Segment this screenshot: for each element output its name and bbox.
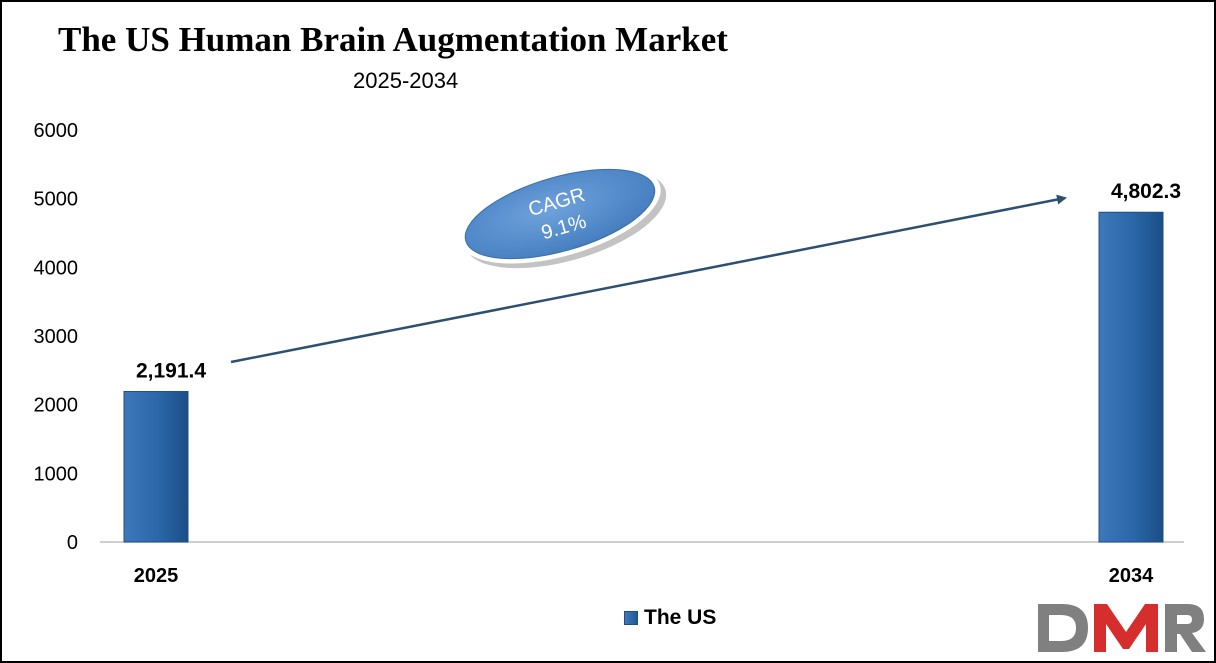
chart-subtitle: 2025-2034 — [353, 68, 459, 93]
data-label: 2,191.4 — [136, 360, 206, 383]
y-tick-label: 3000 — [34, 326, 79, 348]
growth-arrow — [230, 194, 1067, 364]
x-tick-label: 2025 — [134, 565, 179, 587]
x-tick-label: 2034 — [1109, 565, 1154, 587]
dmr-logo-mark — [1038, 604, 1206, 652]
bar — [123, 391, 189, 543]
dmr-logo — [1038, 604, 1206, 652]
bar — [1098, 211, 1164, 543]
y-tick-label: 4000 — [34, 257, 79, 279]
data-label: 4,802.3 — [1111, 180, 1181, 203]
y-tick-label: 6000 — [34, 120, 79, 142]
y-tick-label: 2000 — [34, 395, 79, 417]
chart-title: The US Human Brain Augmentation Market — [58, 20, 728, 59]
y-tick-label: 1000 — [34, 463, 79, 485]
legend-swatch — [624, 611, 638, 625]
y-tick-label: 5000 — [34, 189, 79, 211]
y-tick-label: 0 — [67, 532, 78, 554]
cagr-badge-body — [464, 168, 656, 260]
legend: The US — [624, 606, 716, 630]
legend-label: The US — [644, 606, 717, 629]
